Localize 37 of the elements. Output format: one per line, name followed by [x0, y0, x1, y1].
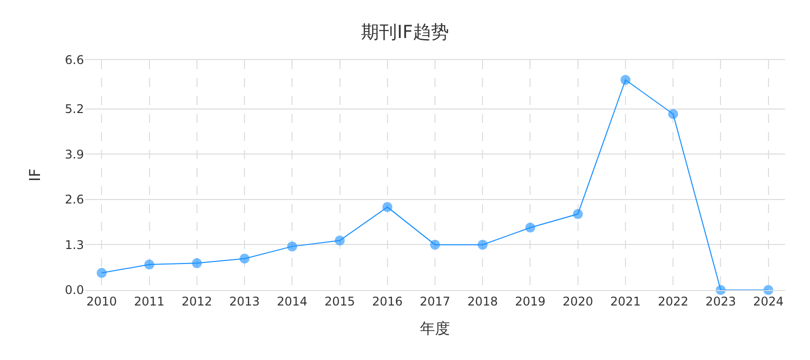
y-tick-label: 5.2	[64, 102, 84, 116]
x-tick-label: 2024	[753, 294, 784, 308]
point	[430, 240, 440, 250]
point	[144, 260, 154, 270]
point	[525, 222, 536, 233]
y-axis-title: IF	[26, 168, 44, 182]
x-tick-label: 2017	[420, 294, 450, 308]
x-tick-label: 2018	[467, 294, 498, 308]
point	[620, 74, 630, 85]
x-tick-label: 2012	[182, 294, 212, 308]
x-tick-label: 2016	[372, 294, 403, 308]
y-tick-label: 6.6	[64, 53, 84, 68]
y-tick-label: 1.3	[64, 238, 84, 252]
x-tick-label: 2021	[610, 294, 641, 308]
x-tick-label: 2013	[229, 294, 260, 308]
x-tick-label: 2023	[705, 294, 736, 308]
x-axis-title: 年度	[420, 319, 450, 338]
point	[572, 209, 583, 220]
point	[96, 268, 107, 278]
y-tick-label: 0.0	[64, 283, 84, 298]
chart-title: 期刊IF趋势	[361, 22, 449, 43]
x-tick-label: 2010	[86, 294, 117, 308]
point	[334, 236, 345, 246]
x-tick-label: 2019	[514, 294, 546, 308]
x-tick-label: 2015	[324, 294, 356, 308]
point	[382, 202, 392, 212]
point	[240, 254, 250, 264]
point	[668, 109, 678, 120]
x-tick-label: 2014	[276, 294, 308, 308]
x-tick-label: 2022	[658, 294, 688, 308]
x-tick-label: 2020	[562, 294, 594, 308]
point	[287, 241, 298, 252]
y-tick-label: 2.6	[64, 192, 84, 207]
point	[478, 240, 488, 250]
point	[192, 258, 202, 268]
y-tick-label: 3.9	[64, 147, 84, 162]
x-tick-label: 2011	[134, 294, 165, 308]
